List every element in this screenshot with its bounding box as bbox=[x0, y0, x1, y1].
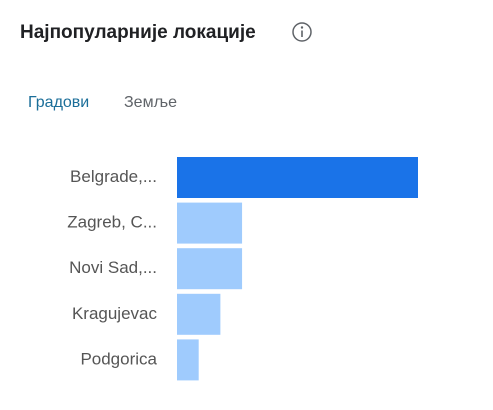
bar bbox=[177, 293, 221, 335]
bar bbox=[177, 339, 199, 381]
category-label: Novi Sad,... bbox=[69, 258, 157, 277]
info-icon[interactable] bbox=[292, 22, 312, 42]
category-label: Belgrade,... bbox=[70, 167, 157, 186]
panel-title: Најпопуларније локације bbox=[20, 22, 256, 43]
bar bbox=[177, 157, 418, 198]
tab[interactable]: Градови bbox=[28, 94, 89, 111]
category-label: Kragujevac bbox=[72, 304, 158, 323]
category-label: Podgorica bbox=[80, 349, 157, 368]
tab[interactable]: Земље bbox=[124, 94, 177, 111]
bar bbox=[177, 248, 243, 290]
info-dot bbox=[300, 26, 304, 29]
info-circle bbox=[292, 22, 312, 42]
bar bbox=[177, 202, 243, 244]
category-label: Zagreb, C... bbox=[67, 213, 157, 232]
